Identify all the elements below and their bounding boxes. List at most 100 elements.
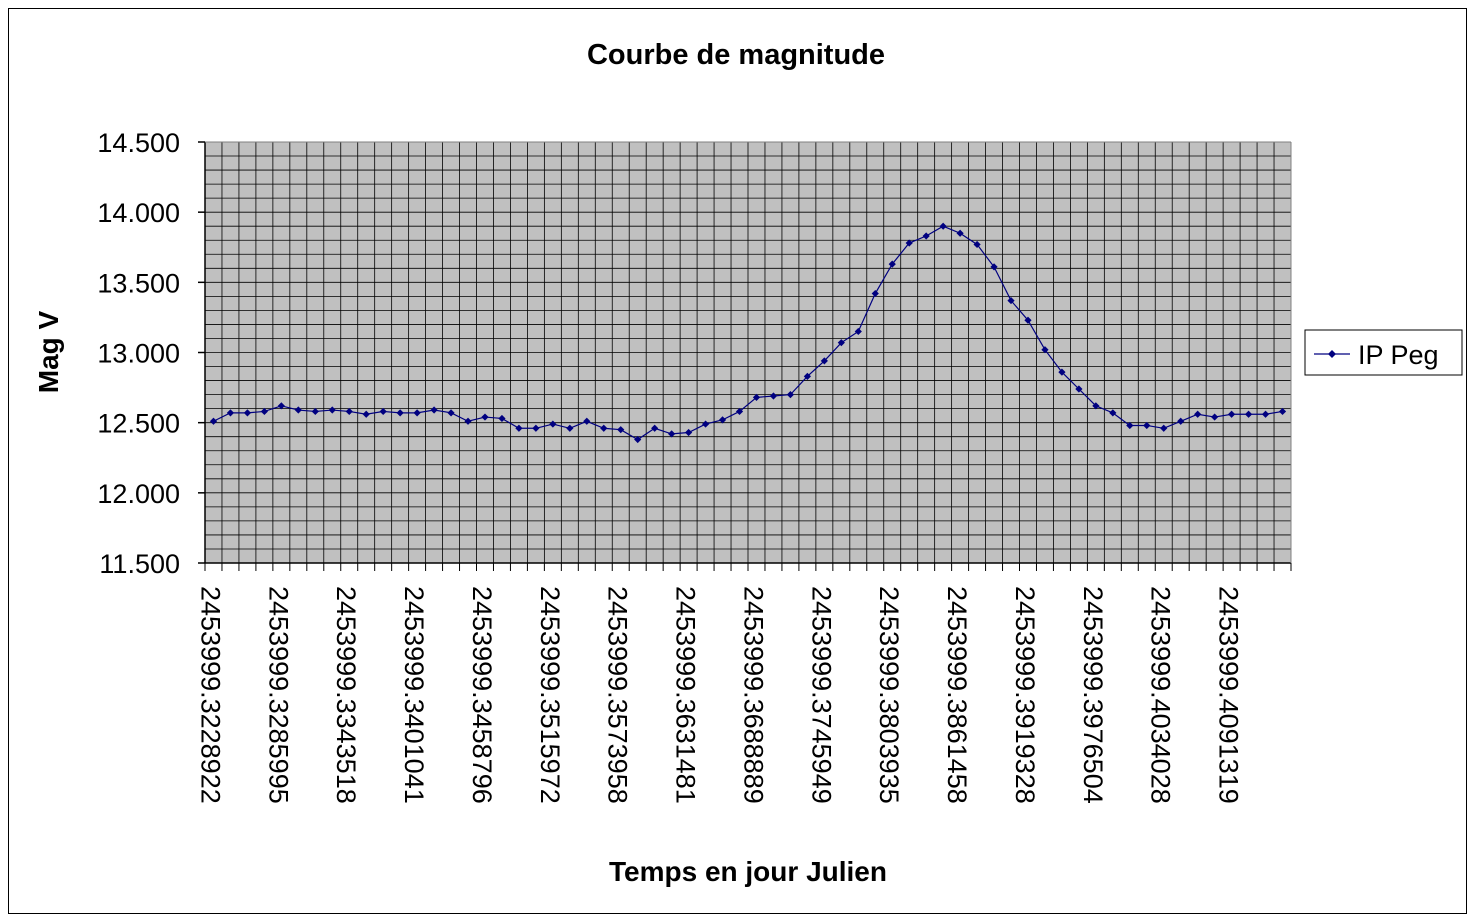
x-tick-label: 2453999.3401041 (399, 586, 429, 804)
data-point (1160, 424, 1168, 432)
y-tick-label: 14.500 (97, 128, 180, 158)
data-point (769, 392, 778, 400)
data-point (549, 420, 557, 428)
data-point (1041, 346, 1049, 354)
data-point (243, 409, 252, 417)
data-point (990, 263, 998, 271)
data-point (294, 406, 302, 414)
data-point (668, 430, 676, 438)
data-point (922, 232, 930, 240)
legend-marker (1328, 350, 1336, 358)
data-point (820, 357, 828, 365)
data-point (328, 406, 336, 414)
x-tick-label: 2453999.3458796 (467, 586, 497, 804)
x-tick-labels: 2453999.3228922 2453999.3285995 2453999.33… (195, 586, 1243, 804)
x-tick-label: 2453999.3976504 (1078, 586, 1108, 804)
data-point (311, 407, 319, 416)
data-point (1092, 402, 1100, 410)
x-tick-label: 2453999.3515972 (535, 586, 565, 804)
y-tick-label: 14.000 (97, 198, 180, 228)
data-point (939, 222, 947, 230)
data-point (1109, 409, 1117, 417)
x-tick-label: 2453999.3861458 (942, 586, 972, 804)
x-tick-label: 2453999.3573958 (603, 586, 633, 804)
x-axis-title: Temps en jour Julien (609, 856, 887, 887)
y-axis-title: Mag V (33, 310, 64, 393)
y-tick-label: 13.000 (97, 339, 180, 369)
data-point (379, 407, 387, 416)
chart-title: Courbe de magnitude (587, 39, 885, 71)
x-tick-label: 2453999.3688889 (738, 586, 768, 804)
data-point (277, 402, 285, 410)
data-point (888, 260, 896, 268)
data-point (634, 435, 642, 444)
legend-box (1304, 329, 1463, 376)
data-point (837, 339, 845, 347)
data-point (1278, 407, 1287, 416)
data-point (1211, 413, 1219, 421)
data-point (617, 426, 625, 434)
data-point (973, 240, 981, 249)
data-point (464, 417, 472, 425)
x-tick-label: 2453999.4091319 (1214, 586, 1244, 804)
data-point (871, 289, 879, 298)
series-ip-peg (209, 222, 1287, 444)
data-point (1177, 417, 1185, 425)
data-point (1194, 410, 1202, 418)
data-point (786, 391, 795, 399)
axes (198, 141, 1292, 571)
data-point (226, 409, 235, 417)
data-point (1007, 296, 1015, 305)
data-point (685, 428, 693, 437)
y-tick-label: 11.500 (99, 549, 180, 579)
data-point (600, 424, 608, 432)
data-point (803, 372, 811, 380)
y-tick-labels: 14.500 14.000 13.500 13.000 12.500 12.000 11.5… (97, 128, 180, 579)
data-point (447, 409, 455, 417)
data-point (651, 424, 659, 432)
data-point (481, 413, 489, 421)
data-point (498, 414, 506, 423)
data-point (854, 327, 862, 336)
y-tick-label: 13.500 (97, 268, 180, 298)
data-point (1126, 421, 1134, 430)
data-point (735, 407, 744, 416)
data-point (752, 393, 761, 402)
data-point (362, 410, 370, 418)
data-point (718, 416, 727, 424)
y-tick-label: 12.000 (97, 479, 180, 509)
data-point (430, 406, 438, 414)
data-point (209, 417, 218, 425)
data-point (701, 420, 710, 428)
y-tick-label: 12.500 (97, 409, 180, 439)
x-tick-label: 2453999.3803935 (874, 586, 904, 804)
data-point (566, 424, 574, 432)
data-point (515, 424, 523, 432)
series-line (213, 225, 1283, 441)
x-tick-label: 2453999.3745949 (806, 586, 836, 804)
data-point (1244, 410, 1253, 418)
x-tick-label: 2453999.3919328 (1010, 586, 1040, 804)
data-point (1143, 421, 1151, 430)
x-tick-label: 2453999.3285995 (263, 586, 293, 804)
data-point (1058, 368, 1066, 376)
data-point (1261, 410, 1270, 418)
data-point (583, 417, 591, 425)
legend: IP Peg (1304, 329, 1463, 376)
data-point (1228, 410, 1236, 418)
data-point (1024, 316, 1032, 324)
data-point (956, 229, 964, 237)
x-tick-label: 2453999.3228922 (195, 586, 225, 804)
data-point (260, 407, 268, 416)
grid-lines (205, 142, 1291, 563)
data-point (532, 424, 540, 432)
legend-label: IP Peg (1358, 340, 1439, 370)
data-point (345, 407, 353, 416)
x-tick-label: 2453999.4034028 (1146, 586, 1176, 804)
data-point (413, 409, 421, 417)
x-tick-label: 2453999.3631481 (671, 586, 701, 804)
data-point (1075, 385, 1083, 393)
data-point (905, 239, 913, 247)
data-point (396, 409, 404, 417)
